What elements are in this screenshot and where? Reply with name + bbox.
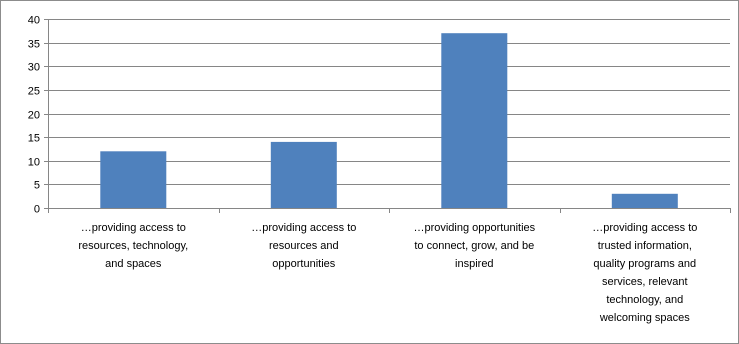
category-label-line: and spaces bbox=[105, 258, 162, 270]
y-tick-label: 20 bbox=[28, 110, 40, 122]
category-label-line: trusted information, bbox=[598, 240, 692, 252]
category-label-line: …providing access to bbox=[592, 222, 697, 234]
category-label-line: …providing access to bbox=[251, 222, 356, 234]
category-label-line: inspired bbox=[455, 258, 494, 270]
bars bbox=[100, 33, 678, 209]
bar bbox=[100, 151, 167, 208]
category-label-line: to connect, grow, and be bbox=[414, 240, 534, 252]
y-tick-label: 25 bbox=[28, 86, 40, 98]
y-tick-label: 40 bbox=[28, 15, 40, 27]
category-label-line: quality programs and bbox=[593, 258, 696, 270]
category-label-line: technology, and bbox=[606, 294, 683, 306]
y-tick-label: 10 bbox=[28, 157, 40, 169]
category-label-line: services, relevant bbox=[602, 276, 688, 288]
y-tick-label: 30 bbox=[28, 62, 40, 74]
bar bbox=[270, 141, 337, 208]
category-label-line: resources, technology, bbox=[78, 240, 188, 252]
y-tick-label: 15 bbox=[28, 133, 40, 145]
y-tick-label: 5 bbox=[34, 180, 40, 192]
category-label-line: …providing opportunities bbox=[413, 222, 535, 234]
category-label-line: resources and bbox=[269, 240, 339, 252]
category-labels: …providing access to resources, technolog… bbox=[78, 222, 697, 324]
category-label-line: welcoming spaces bbox=[599, 312, 690, 324]
category-label-line: …providing access to bbox=[81, 222, 186, 234]
axes bbox=[44, 19, 731, 213]
y-tick-labels: 0 5 10 15 20 25 30 35 40 bbox=[28, 15, 40, 216]
y-tick-label: 35 bbox=[28, 39, 40, 51]
bar bbox=[611, 193, 678, 208]
bar bbox=[441, 33, 508, 209]
category-label-line: opportunities bbox=[272, 258, 335, 270]
y-tick-label: 0 bbox=[34, 204, 40, 216]
